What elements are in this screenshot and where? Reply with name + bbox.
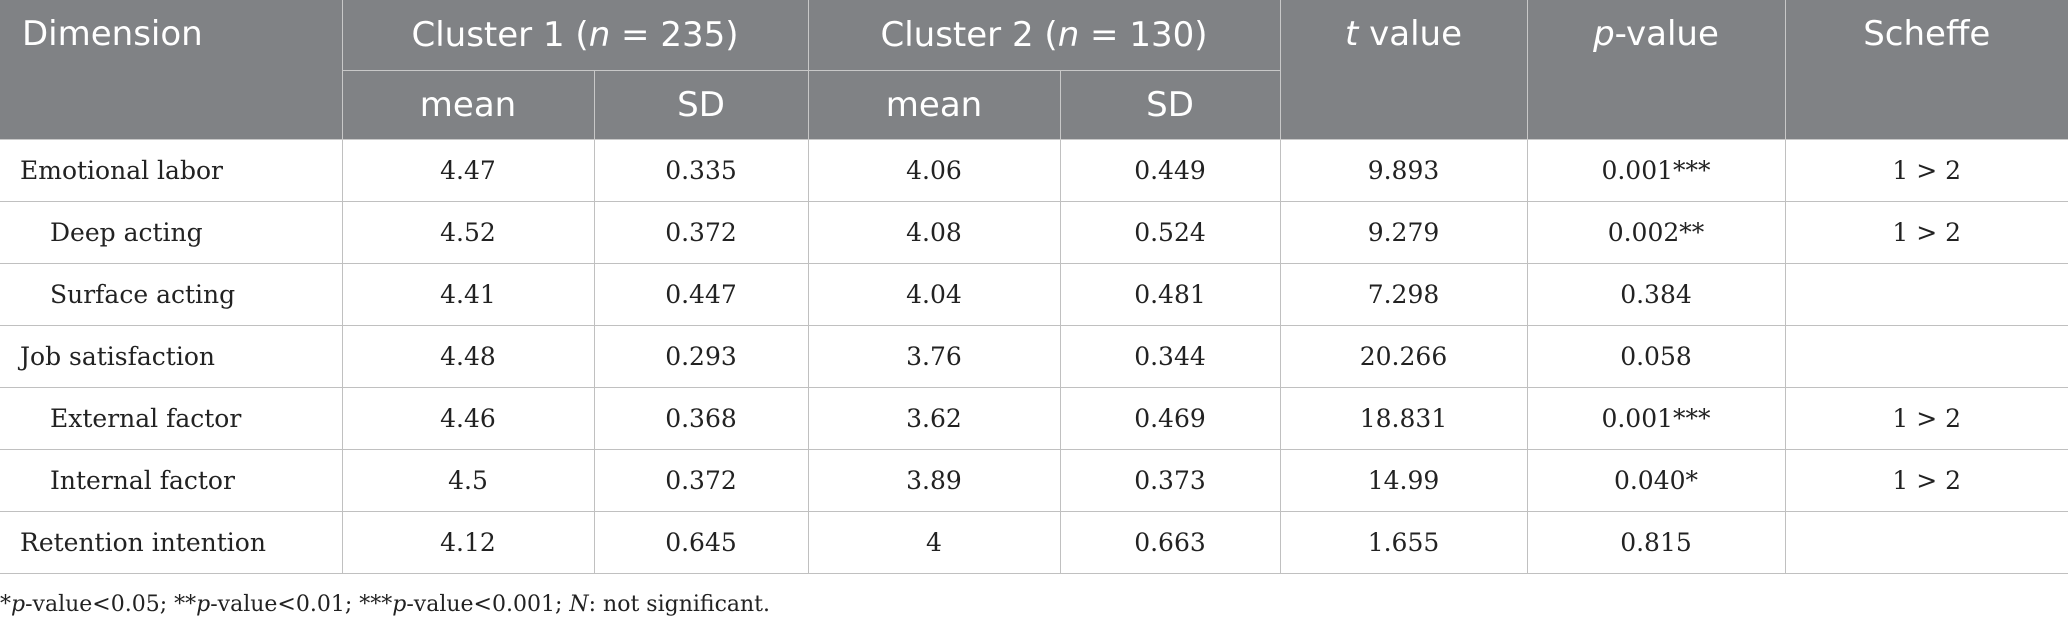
cell-scheffe: 1 > 2: [1784, 449, 2068, 512]
header-row-1: Dimension Cluster 1 (n = 235) Cluster 2 …: [0, 0, 2068, 140]
table-row: Emotional labor 4.47 0.335 4.06 0.449 9.…: [0, 139, 2068, 202]
cell-c1-sd: 0.372: [593, 201, 809, 264]
cell-c1-mean: 4.5: [341, 449, 595, 512]
table-row: Internal factor 4.5 0.372 3.89 0.373 14.…: [0, 449, 2068, 512]
header-dimension: Dimension: [0, 0, 343, 140]
cell-c2-sd: 0.344: [1059, 325, 1281, 388]
table-row: Surface acting 4.41 0.447 4.04 0.481 7.2…: [0, 263, 2068, 326]
header-cluster-2: Cluster 2 (n = 130): [807, 0, 1281, 71]
row-label: Retention intention: [0, 511, 343, 574]
table-row: Job satisfaction 4.48 0.293 3.76 0.344 2…: [0, 325, 2068, 388]
cell-p-value: 0.384: [1526, 263, 1786, 326]
cell-p-value: 0.002**: [1526, 201, 1786, 264]
cell-scheffe: 1 > 2: [1784, 387, 2068, 450]
cell-t-value: 1.655: [1279, 511, 1528, 574]
cell-c1-sd: 0.447: [593, 263, 809, 326]
cell-c1-sd: 0.293: [593, 325, 809, 388]
cell-p-value: 0.001***: [1526, 387, 1786, 450]
cell-t-value: 18.831: [1279, 387, 1528, 450]
header-scheffe: Scheffe: [1784, 0, 2068, 140]
header-p-value: p-value: [1526, 0, 1786, 140]
cell-t-value: 7.298: [1279, 263, 1528, 326]
table-row: Retention intention 4.12 0.645 4 0.663 1…: [0, 511, 2068, 574]
header-c2-sd: SD: [1059, 70, 1280, 140]
cell-c1-mean: 4.48: [341, 325, 595, 388]
row-label: Job satisfaction: [0, 325, 343, 388]
cell-p-value: 0.001***: [1526, 139, 1786, 202]
cell-c1-mean: 4.47: [341, 139, 595, 202]
row-label: Internal factor: [0, 449, 343, 512]
cell-t-value: 9.893: [1279, 139, 1528, 202]
header-c1-sd: SD: [593, 70, 809, 140]
cell-t-value: 9.279: [1279, 201, 1528, 264]
cell-c1-mean: 4.52: [341, 201, 595, 264]
row-label: Surface acting: [0, 263, 343, 326]
cell-c2-mean: 4.04: [807, 263, 1061, 326]
cell-scheffe: 1 > 2: [1784, 201, 2068, 264]
cell-c2-mean: 3.62: [807, 387, 1061, 450]
cell-c2-sd: 0.663: [1059, 511, 1281, 574]
cell-c1-sd: 0.645: [593, 511, 809, 574]
cell-c2-sd: 0.449: [1059, 139, 1281, 202]
cell-c1-sd: 0.372: [593, 449, 809, 512]
row-label: Deep acting: [0, 201, 343, 264]
cell-c2-mean: 3.89: [807, 449, 1061, 512]
cell-t-value: 20.266: [1279, 325, 1528, 388]
table-footnote: *p-value<0.05; **p-value<0.01; ***p-valu…: [0, 592, 771, 617]
cell-p-value: 0.815: [1526, 511, 1786, 574]
cell-c2-sd: 0.469: [1059, 387, 1281, 450]
cell-c2-mean: 4.06: [807, 139, 1061, 202]
header-t-value: t value: [1279, 0, 1528, 140]
cell-c1-mean: 4.12: [341, 511, 595, 574]
row-label: External factor: [0, 387, 343, 450]
results-table: Dimension Cluster 1 (n = 235) Cluster 2 …: [0, 0, 2068, 574]
header-cluster-1: Cluster 1 (n = 235): [341, 0, 809, 71]
header-c2-mean: mean: [807, 70, 1061, 140]
cell-scheffe: [1784, 511, 2068, 574]
cell-scheffe: [1784, 263, 2068, 326]
header-c1-mean: mean: [342, 70, 595, 140]
cell-scheffe: 1 > 2: [1784, 139, 2068, 202]
cell-t-value: 14.99: [1279, 449, 1528, 512]
cell-scheffe: [1784, 325, 2068, 388]
header-row-2: mean SD mean SD: [0, 70, 2068, 140]
cell-p-value: 0.058: [1526, 325, 1786, 388]
table-row: External factor 4.46 0.368 3.62 0.469 18…: [0, 387, 2068, 450]
cell-c2-mean: 3.76: [807, 325, 1061, 388]
cell-p-value: 0.040*: [1526, 449, 1786, 512]
cell-c2-sd: 0.481: [1059, 263, 1281, 326]
cell-c2-sd: 0.373: [1059, 449, 1281, 512]
cell-c1-mean: 4.41: [341, 263, 595, 326]
cell-c1-mean: 4.46: [341, 387, 595, 450]
cell-c2-mean: 4.08: [807, 201, 1061, 264]
cell-c2-mean: 4: [807, 511, 1061, 574]
row-label: Emotional labor: [0, 139, 343, 202]
cell-c1-sd: 0.368: [593, 387, 809, 450]
table-row: Deep acting 4.52 0.372 4.08 0.524 9.279 …: [0, 201, 2068, 264]
cell-c2-sd: 0.524: [1059, 201, 1281, 264]
cell-c1-sd: 0.335: [593, 139, 809, 202]
